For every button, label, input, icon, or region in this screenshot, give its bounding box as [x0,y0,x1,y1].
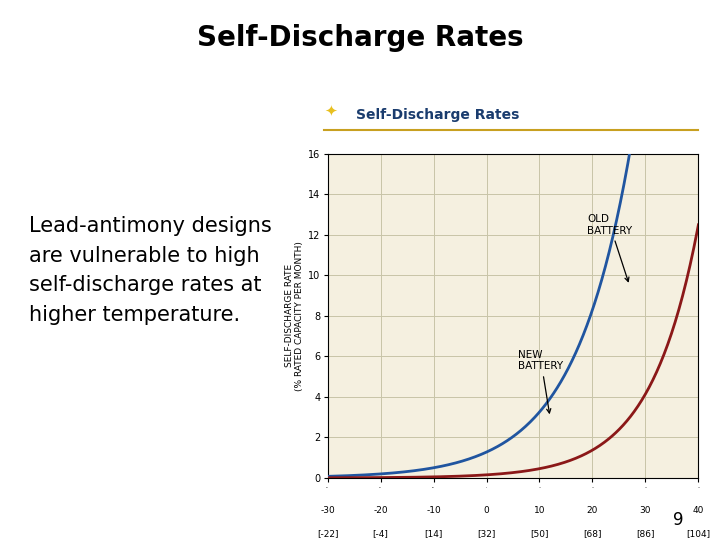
Text: [104]: [104] [686,530,711,538]
Text: [86]: [86] [636,530,654,538]
Text: -10: -10 [426,507,441,515]
Text: Self-Discharge Rates: Self-Discharge Rates [197,24,523,52]
Text: Self-Discharge Rates: Self-Discharge Rates [356,107,520,122]
Text: [14]: [14] [424,530,443,538]
Text: 10: 10 [534,507,545,515]
Text: 20: 20 [587,507,598,515]
Text: -30: -30 [320,507,335,515]
Text: ✦: ✦ [324,104,337,119]
Text: 9: 9 [673,511,684,529]
Text: 30: 30 [639,507,651,515]
Y-axis label: SELF-DISCHARGE RATE
(% RATED CAPACITY PER MONTH): SELF-DISCHARGE RATE (% RATED CAPACITY PE… [284,241,304,391]
Text: OLD
BATTERY: OLD BATTERY [588,214,632,281]
Text: [50]: [50] [530,530,549,538]
Text: 0: 0 [484,507,490,515]
Text: NEW
BATTERY: NEW BATTERY [518,350,564,413]
Text: -20: -20 [373,507,388,515]
Text: [-22]: [-22] [317,530,338,538]
Text: 40: 40 [693,507,704,515]
Text: [-4]: [-4] [373,530,389,538]
Text: [32]: [32] [477,530,495,538]
Text: Lead-antimony designs
are vulnerable to high
self-discharge rates at
higher temp: Lead-antimony designs are vulnerable to … [29,216,271,325]
Text: [68]: [68] [583,530,602,538]
